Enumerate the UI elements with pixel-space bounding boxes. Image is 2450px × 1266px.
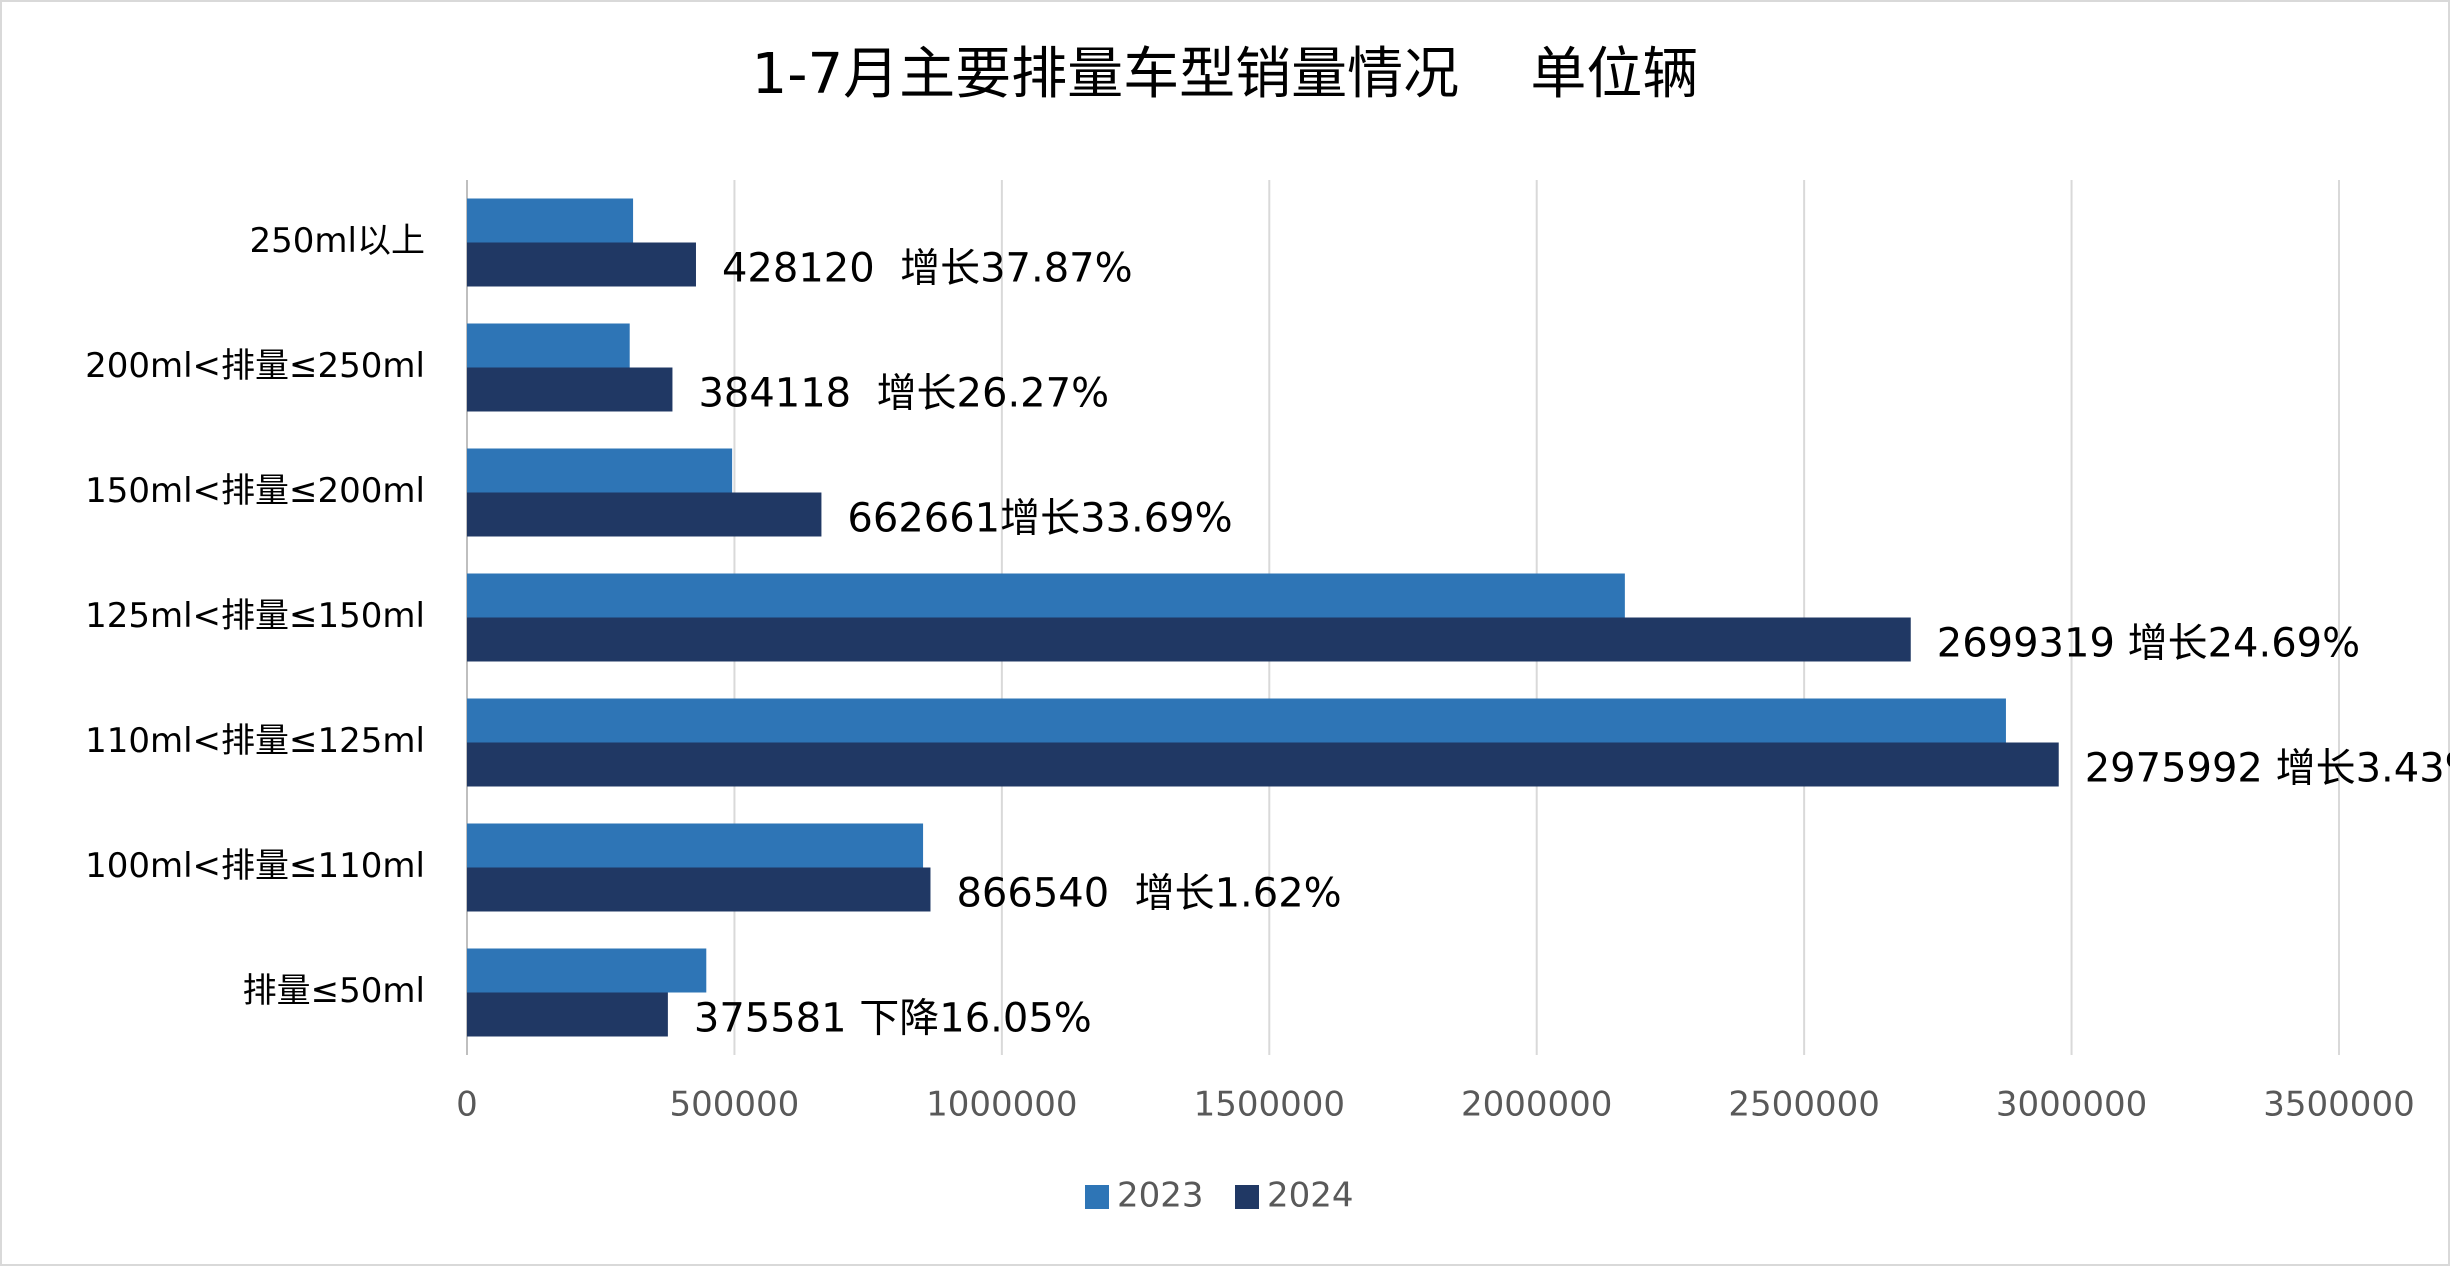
legend-label: 2023 [1117, 1176, 1204, 1216]
bar [467, 573, 1625, 618]
bar [467, 823, 924, 868]
bar [467, 323, 630, 368]
data-label: 384118 增长26.27% [698, 371, 1109, 417]
legend-label: 2024 [1267, 1176, 1354, 1216]
bar [467, 448, 733, 493]
data-label: 2975992 增长3.43% [2085, 746, 2450, 792]
bar [467, 867, 931, 912]
bar [467, 367, 673, 412]
y-tick-label: 100ml<排量≤110ml [85, 846, 425, 886]
bar [467, 198, 634, 243]
y-tick-label: 110ml<排量≤125ml [85, 721, 425, 761]
bar [467, 948, 707, 993]
y-tick-label: 排量≤50ml [243, 971, 425, 1011]
legend-swatch [1085, 1185, 1109, 1209]
x-tick-label: 3000000 [1996, 1085, 2147, 1125]
legend-swatch [1235, 1185, 1259, 1209]
x-tick-label: 500000 [670, 1085, 800, 1125]
bar [467, 617, 1911, 662]
x-tick-label: 0 [456, 1085, 478, 1125]
x-tick-label: 2500000 [1728, 1085, 1879, 1125]
bar [467, 698, 2006, 743]
bar [467, 992, 668, 1037]
x-tick-label: 1000000 [926, 1085, 1077, 1125]
x-tick-label: 2000000 [1461, 1085, 1612, 1125]
data-label: 662661增长33.69% [847, 496, 1232, 542]
bar [467, 492, 822, 537]
chart-title: 1-7月主要排量车型销量情况 单位辆 [752, 42, 1699, 107]
x-tick-label: 3500000 [2263, 1085, 2414, 1125]
y-tick-label: 150ml<排量≤200ml [85, 471, 425, 511]
data-label: 428120 增长37.87% [722, 246, 1133, 292]
bar [467, 242, 696, 287]
y-tick-label: 200ml<排量≤250ml [85, 346, 425, 386]
y-tick-label: 250ml以上 [250, 221, 425, 261]
data-label: 866540 增长1.62% [956, 871, 1341, 917]
bar [467, 742, 2059, 787]
y-tick-label: 125ml<排量≤150ml [85, 596, 425, 636]
data-label: 375581 下降16.05% [694, 996, 1092, 1042]
data-label: 2699319 增长24.69% [1937, 621, 2360, 667]
x-tick-label: 1500000 [1194, 1085, 1345, 1125]
